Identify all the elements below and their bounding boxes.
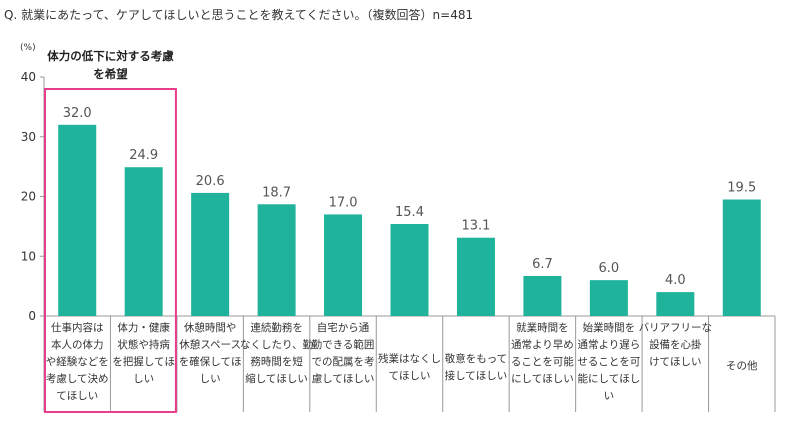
- category-label: 本人の体力: [51, 338, 104, 351]
- y-axis-ticks: 0 10 20 30 40: [21, 70, 44, 323]
- category-labels: 仕事内容は本人の体力や経験などを考慮して決めてほしい体力・健康状態や持病を把握し…: [46, 321, 758, 402]
- category-label: 状態や持病: [117, 338, 170, 351]
- category-label: を確保してほ: [179, 355, 242, 368]
- category-label: 敬意をもって: [445, 352, 507, 365]
- y-tick-label: 20: [21, 190, 36, 204]
- category-label: バリアフリーな: [639, 322, 713, 334]
- bar: [58, 124, 97, 316]
- category-label: 縮してほしい: [245, 372, 308, 385]
- category-label: 能にしてほし: [578, 372, 641, 385]
- category-label: てほしい: [389, 370, 431, 382]
- category-label: 設備を心掛: [649, 338, 702, 351]
- highlight-label-line: を希望: [93, 67, 128, 81]
- value-labels: 32.0 24.9 20.6 18.7 17.0 15.4 13.1 6.7 6.0 4.0 19.…: [63, 106, 756, 288]
- highlight-box: [44, 88, 177, 413]
- category-label: 就業時間を: [516, 321, 569, 334]
- value-label: 6.7: [532, 257, 553, 272]
- category-label: 勤できる範囲: [312, 338, 375, 351]
- category-label: 通常より遅ら: [577, 338, 640, 351]
- value-label: 13.1: [461, 219, 490, 234]
- category-label: 残業はなくし: [378, 352, 441, 365]
- category-label: にしてほしい: [511, 373, 574, 385]
- y-tick-label: 0: [28, 309, 36, 323]
- y-axis-unit: (%): [20, 43, 36, 53]
- value-label: 6.0: [599, 261, 620, 276]
- category-label: ることを可能: [511, 355, 574, 368]
- value-label: 32.0: [63, 106, 92, 121]
- category-label: 接してほしい: [445, 369, 508, 382]
- category-label: 考慮して決め: [46, 372, 109, 385]
- bar: [656, 292, 695, 316]
- category-label: しい: [200, 373, 221, 385]
- category-label: い: [604, 390, 615, 402]
- value-label: 17.0: [329, 195, 358, 210]
- value-label: 18.7: [262, 185, 291, 200]
- category-label: 通常より早め: [511, 338, 574, 351]
- category-label: 仕事内容は: [51, 321, 104, 334]
- category-label: 務時間を短: [250, 355, 303, 368]
- question-title: Q. 就業にあたって、ケアしてほしいと思うことを教えてください。（複数回答）n=…: [4, 7, 473, 22]
- category-label: を把握してほ: [112, 355, 175, 368]
- bar: [523, 275, 562, 316]
- category-label: 連続勤務を: [250, 321, 303, 334]
- value-label: 24.9: [129, 148, 158, 163]
- bar: [324, 214, 363, 316]
- category-label: での配属を考: [312, 356, 375, 368]
- category-label: 自宅から通: [317, 321, 370, 334]
- category-label: その他: [726, 359, 758, 372]
- category-label: 体力・健康: [117, 321, 170, 334]
- bar: [390, 223, 429, 316]
- value-label: 20.6: [196, 174, 225, 189]
- y-tick-label: 30: [21, 130, 36, 144]
- value-label: 19.5: [727, 180, 756, 195]
- category-label: 休憩時間や: [184, 321, 237, 334]
- category-label: しい: [133, 373, 154, 385]
- bar: [722, 199, 761, 316]
- axes: [43, 77, 776, 412]
- category-label: 慮してほしい: [312, 372, 375, 385]
- y-tick-label: 10: [21, 249, 36, 263]
- bar: [456, 237, 495, 316]
- category-label: 休憩スペース: [179, 338, 241, 351]
- bar: [191, 192, 230, 316]
- category-label: や経験などを: [46, 355, 109, 368]
- bar: [124, 167, 163, 316]
- category-label: せることを可: [577, 356, 640, 368]
- highlight-label-line: 体力の低下に対する考慮: [47, 49, 174, 63]
- category-label: 始業時間を: [583, 321, 636, 334]
- bar: [257, 204, 296, 316]
- category-label: てほしい: [56, 390, 98, 402]
- bar: [589, 280, 628, 316]
- category-label: なくしたり、勤: [240, 338, 313, 351]
- value-label: 15.4: [395, 205, 424, 220]
- value-label: 4.0: [665, 273, 686, 288]
- y-tick-label: 40: [21, 70, 36, 84]
- bars: [58, 124, 761, 316]
- category-label: けてほしい: [649, 356, 702, 368]
